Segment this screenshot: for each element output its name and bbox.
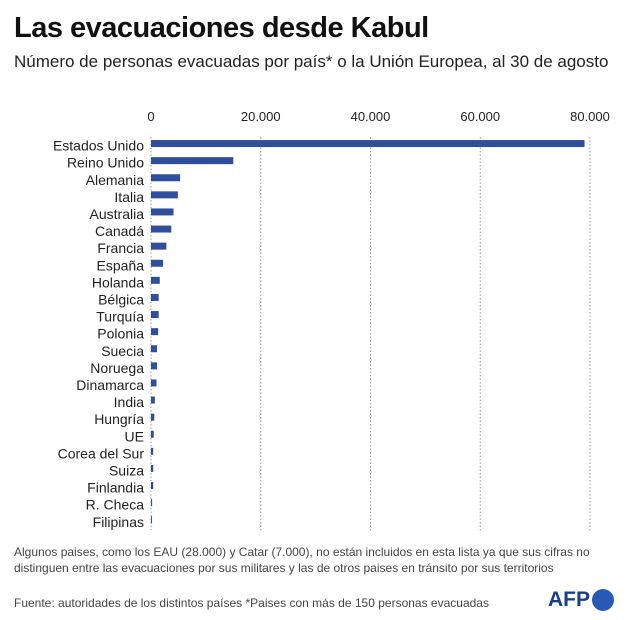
bar: [151, 328, 159, 336]
bar: [151, 157, 234, 165]
bar: [151, 379, 157, 387]
bar: [151, 345, 158, 353]
category-label: Australia: [90, 206, 145, 222]
x-tick-label: 60.000: [460, 109, 500, 124]
category-label: Suiza: [109, 462, 144, 478]
bar: [151, 311, 159, 319]
category-label: Suecia: [101, 343, 144, 359]
bar: [151, 140, 585, 148]
x-tick-label: 80.000: [570, 109, 610, 124]
afp-logo: AFP: [548, 588, 614, 612]
category-label: R. Checa: [86, 497, 145, 513]
logo-dot-icon: [592, 589, 614, 611]
footnote: Algunos paises, como los EAU (28.000) y …: [14, 545, 590, 575]
logo-text: AFP: [548, 588, 590, 611]
bar-chart: 0 20.000 40.000 60.000 80.000 Estados UnidoRe…: [53, 109, 610, 531]
category-label: España: [97, 257, 145, 273]
bar: [151, 208, 174, 216]
category-label: UE: [125, 428, 144, 444]
category-label: Bélgica: [98, 291, 144, 307]
bar: [151, 447, 154, 455]
bar: [151, 259, 164, 267]
bar: [151, 242, 167, 250]
bar: [151, 430, 154, 438]
x-tick-label: 20.000: [241, 109, 281, 124]
source-text: Fuente: autoridades de los distintos paí…: [14, 596, 489, 610]
category-label: Corea del Sur: [58, 445, 145, 461]
bar: [151, 362, 158, 370]
bar: [151, 396, 155, 404]
bar: [151, 499, 153, 507]
category-label: Italia: [114, 189, 144, 205]
x-tick-label: 40.000: [351, 109, 391, 124]
bar: [151, 174, 181, 182]
chart-title: Las evacuaciones desde Kabul: [14, 12, 429, 44]
category-label: Estados Unido: [53, 138, 144, 154]
category-label: Alemania: [86, 172, 145, 188]
bar: [151, 464, 154, 472]
category-label: Holanda: [92, 274, 144, 290]
category-label: India: [114, 394, 145, 410]
bar: [151, 413, 155, 421]
category-label: Polonia: [97, 326, 144, 342]
bar: [151, 516, 152, 524]
category-label: Francia: [97, 240, 144, 256]
bar: [151, 225, 172, 233]
category-label: Dinamarca: [76, 377, 144, 393]
bar: [151, 293, 159, 301]
category-label: Turquía: [96, 309, 144, 325]
category-label: Canadá: [95, 223, 144, 239]
category-label: Reino Unido: [67, 155, 144, 171]
x-tick-label: 0: [147, 109, 154, 124]
bar: [151, 276, 160, 284]
chart-subtitle: Número de personas evacuadas por país* o…: [14, 52, 609, 71]
category-label: Filipinas: [93, 514, 144, 530]
category-label: Hungría: [94, 411, 144, 427]
category-label: Noruega: [90, 360, 144, 376]
bar: [151, 482, 154, 490]
bar: [151, 191, 178, 199]
category-label: Finlandia: [87, 480, 144, 496]
